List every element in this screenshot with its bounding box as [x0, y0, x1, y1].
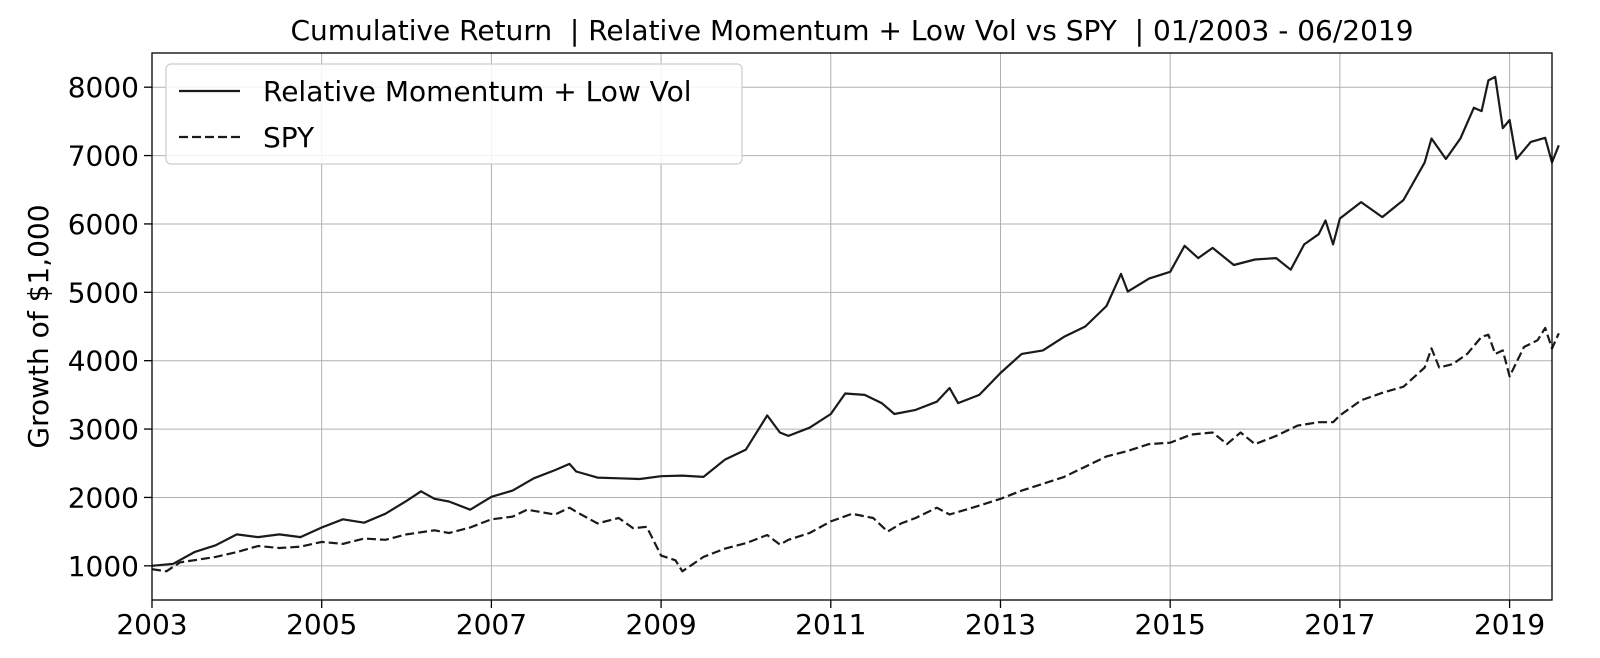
legend-label-0: Relative Momentum + Low Vol	[263, 75, 692, 108]
y-tick-label: 3000	[68, 413, 139, 446]
x-tick-label: 2019	[1474, 608, 1545, 641]
y-tick-label: 2000	[68, 481, 139, 514]
y-tick-label: 1000	[68, 550, 139, 583]
y-axis-label: Growth of $1,000	[22, 204, 55, 448]
x-tick-label: 2017	[1304, 608, 1375, 641]
x-tick-label: 2005	[286, 608, 357, 641]
plot-frame	[151, 52, 1553, 601]
chart-title: Cumulative Return | Relative Momentum + …	[290, 14, 1413, 47]
series-line-1	[151, 326, 1560, 573]
y-tick-label: 4000	[68, 345, 139, 378]
y-tick-label: 8000	[68, 71, 139, 104]
x-tick-label: 2009	[625, 608, 696, 641]
x-tick-label: 2003	[116, 608, 187, 641]
legend-box	[165, 63, 743, 165]
x-tick-label: 2015	[1135, 608, 1206, 641]
y-tick-label: 7000	[68, 140, 139, 173]
series-line-0	[151, 75, 1560, 567]
x-tick-label: 2011	[795, 608, 866, 641]
axes: 2003 2005 2007 2009 2011 2013 2015 2017 2019 1000…	[68, 71, 1545, 641]
y-tick-label: 6000	[68, 208, 139, 241]
legend-label-1: SPY	[263, 121, 315, 154]
x-tick-label: 2013	[965, 608, 1036, 641]
series-layer	[151, 75, 1560, 573]
x-tick-label: 2007	[456, 608, 527, 641]
legend: Relative Momentum + Low Vol SPY	[165, 63, 743, 165]
y-tick-label: 5000	[68, 276, 139, 309]
